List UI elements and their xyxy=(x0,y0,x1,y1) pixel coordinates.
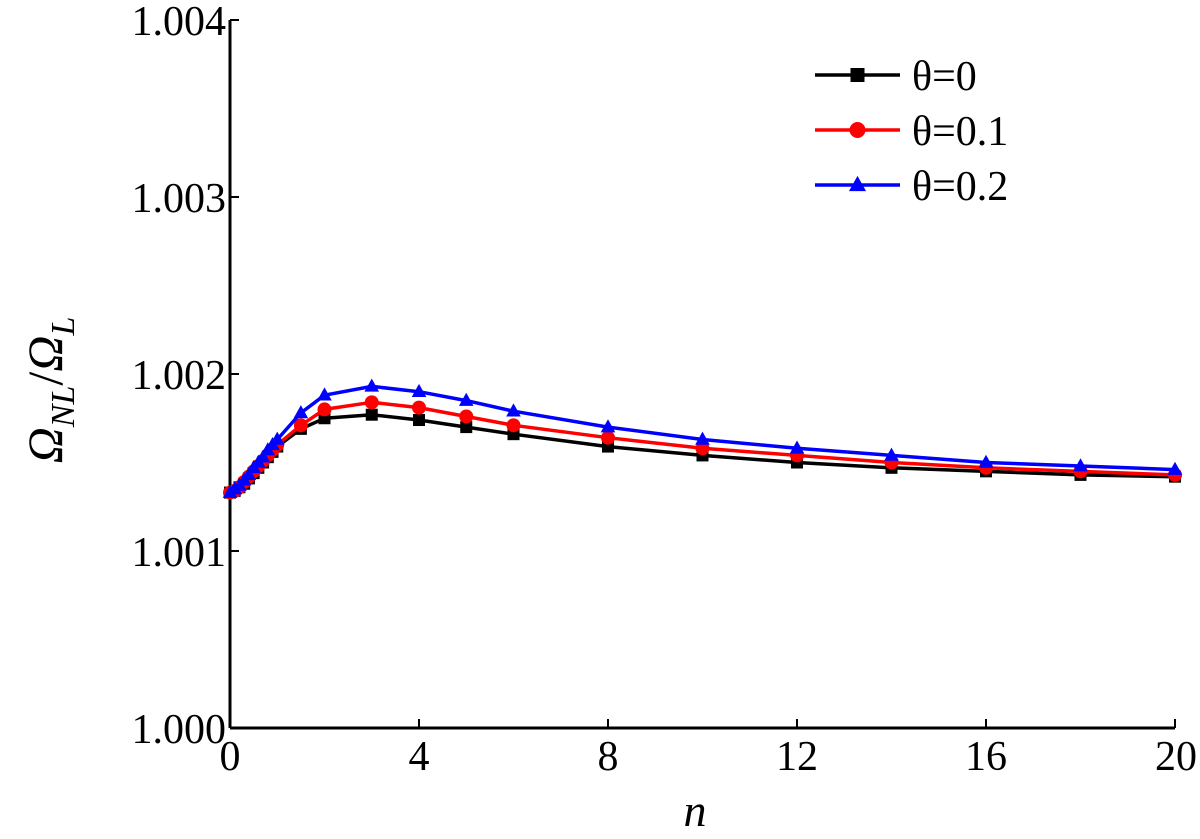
data-point xyxy=(506,418,521,433)
x-tick-label: 16 xyxy=(965,734,1007,780)
legend-entry: θ=0.1 xyxy=(815,109,1008,155)
y-tick-label: 1.004 xyxy=(132,0,227,45)
data-point xyxy=(884,447,899,461)
y-tick-label: 1.000 xyxy=(132,707,227,753)
x-axis-title: n xyxy=(684,785,707,836)
y-axis-title: ΩNL/ΩL xyxy=(17,317,82,464)
data-point xyxy=(460,421,473,434)
series-triangle xyxy=(222,378,1183,498)
x-tick-label: 4 xyxy=(409,734,430,780)
data-point xyxy=(600,419,616,433)
data-point xyxy=(364,395,379,410)
x-tick-label: 8 xyxy=(598,734,619,780)
svg-text:ΩNL/ΩL: ΩNL/ΩL xyxy=(17,317,82,464)
legend-entry: θ=0 xyxy=(815,54,977,100)
data-point xyxy=(849,122,866,138)
data-point xyxy=(1073,458,1088,472)
y-title-sub-2: L xyxy=(45,317,82,337)
y-title-base-1: Ω xyxy=(17,427,73,463)
y-tick-label: 1.003 xyxy=(132,176,227,222)
x-tick-label: 20 xyxy=(1155,734,1197,780)
data-point xyxy=(411,383,427,397)
data-point xyxy=(365,408,378,421)
data-point xyxy=(850,68,865,82)
y-axis-ticks: 1.000 1.001 1.002 1.003 1.004 xyxy=(132,0,239,753)
x-tick-label: 0 xyxy=(220,734,241,780)
legend-entry: θ=0.2 xyxy=(815,164,1008,210)
series-layer xyxy=(222,378,1183,500)
y-title-sub-1: NL xyxy=(45,386,82,429)
data-point xyxy=(459,409,474,424)
data-point xyxy=(695,431,710,445)
data-point xyxy=(317,402,332,417)
data-point xyxy=(848,175,867,192)
data-point xyxy=(413,414,425,427)
data-point xyxy=(458,392,474,406)
data-point xyxy=(412,400,426,415)
data-point xyxy=(695,441,710,456)
data-point xyxy=(241,467,257,481)
plot-frame xyxy=(228,20,1175,730)
data-point xyxy=(601,430,615,445)
y-title-base-2: Ω xyxy=(17,336,73,372)
data-point xyxy=(978,454,994,468)
data-point xyxy=(506,403,521,417)
data-point xyxy=(789,440,805,454)
x-tick-label: 12 xyxy=(776,734,818,780)
legend: θ=0 θ=0.1 θ=0.2 xyxy=(815,54,1008,210)
y-tick-label: 1.002 xyxy=(132,353,227,399)
y-title-separator: / xyxy=(17,372,73,386)
data-point xyxy=(255,449,271,463)
data-point xyxy=(293,418,308,433)
y-tick-label: 1.001 xyxy=(132,530,227,576)
legend-label: θ=0.2 xyxy=(912,164,1008,210)
legend-label: θ=0.1 xyxy=(912,109,1008,155)
data-point xyxy=(364,378,380,392)
data-point xyxy=(269,431,285,445)
legend-label: θ=0 xyxy=(912,54,977,100)
x-axis-ticks: 0 4 8 12 16 20 xyxy=(220,719,1197,780)
data-point xyxy=(1167,461,1183,475)
data-point xyxy=(293,405,309,419)
data-point xyxy=(317,387,332,401)
